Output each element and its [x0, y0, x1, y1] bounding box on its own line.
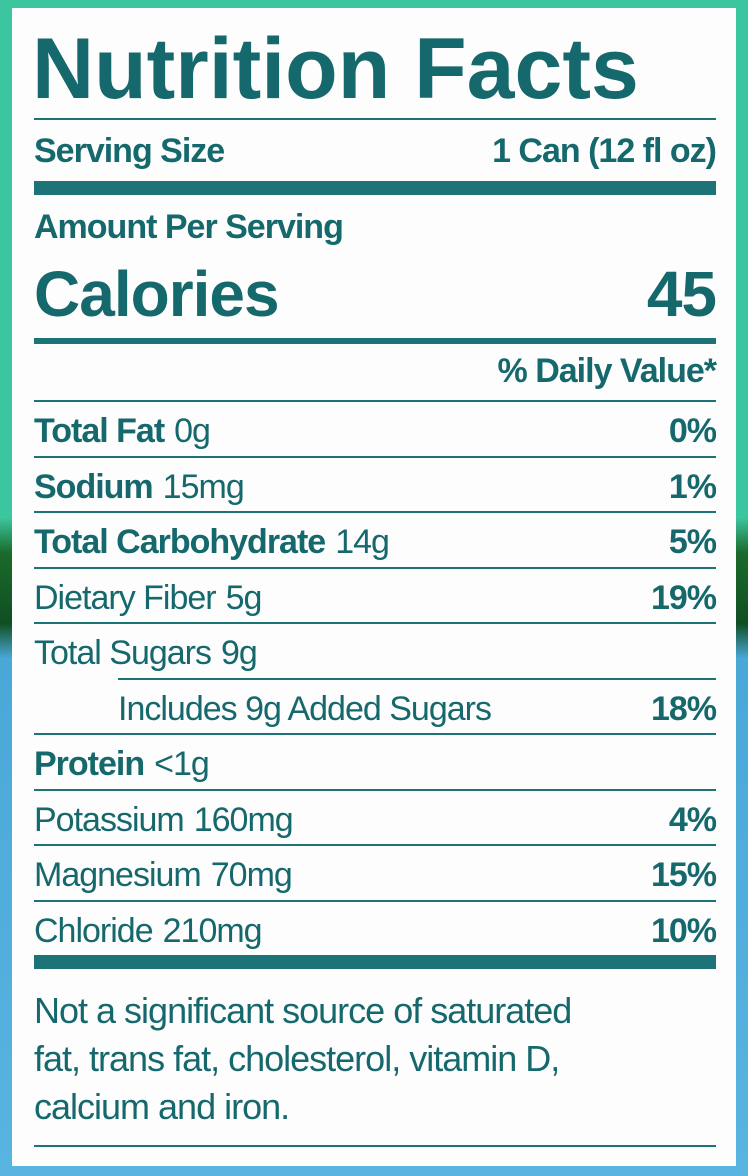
nutrient-amount: 160mg	[193, 800, 294, 839]
nutrient-name: Potassium 160mg	[34, 800, 294, 839]
rule	[34, 400, 716, 402]
nutrient-name: Chloride 210mg	[34, 911, 263, 950]
daily-value: 5%	[668, 523, 717, 561]
nutrient-name: Protein <1g	[34, 745, 210, 783]
rule	[34, 788, 716, 791]
nutrient-name: Total Sugars 9g	[34, 634, 258, 672]
nutrient-amount: 9g	[221, 634, 258, 672]
nutrient-name: Includes 9g Added Sugars	[118, 689, 492, 728]
calories-label: Calories	[34, 258, 280, 330]
nutrient-name: Dietary Fiber 5g	[34, 578, 263, 617]
footnote-line: calcium and iron.	[34, 1086, 290, 1127]
daily-value: 4%	[668, 800, 717, 839]
label-panel	[12, 8, 736, 1166]
nutrient-amount: 0g	[174, 412, 211, 450]
daily-value: 1%	[668, 467, 717, 506]
nutrient-amount: <1g	[154, 745, 210, 783]
rule	[34, 455, 716, 458]
nutrient-amount: 14g	[335, 523, 390, 561]
daily-value: 15%	[650, 856, 717, 894]
amount-per-serving: Amount Per Serving	[34, 208, 344, 246]
serving-label: Serving Size	[34, 132, 225, 170]
nutrient-amount: 15mg	[162, 467, 245, 506]
rule	[34, 118, 716, 120]
serving-value: 1 Can (12 fl oz)	[492, 132, 717, 170]
daily-value: 19%	[650, 578, 717, 617]
nutrient-name: Total Fat 0g	[34, 412, 211, 450]
rule	[34, 566, 716, 569]
footnote-line: fat, trans fat, cholesterol, vitamin D,	[34, 1038, 560, 1079]
rule	[34, 1145, 716, 1147]
rule	[34, 338, 716, 344]
rule	[34, 181, 716, 195]
nutrient-amount: 70mg	[210, 856, 293, 894]
nutrient-amount: 5g	[225, 578, 263, 617]
rule	[118, 677, 716, 680]
rule	[34, 511, 716, 513]
daily-value: 18%	[650, 689, 717, 728]
rule	[34, 733, 716, 735]
nutrient-amount: 210mg	[162, 911, 263, 950]
title: Nutrition Facts	[32, 21, 639, 117]
rule	[34, 844, 716, 846]
footnote-line: Not a significant source of saturated	[34, 990, 572, 1031]
rule	[34, 955, 716, 969]
nutrient-name: Total Carbohydrate 14g	[34, 523, 390, 561]
nutrient-name: Magnesium 70mg	[34, 856, 293, 894]
daily-value: 10%	[650, 911, 717, 950]
daily-value-header: % Daily Value*	[497, 352, 717, 390]
rule	[34, 899, 716, 902]
nutrient-name: Sodium 15mg	[34, 467, 245, 506]
calories-value: 45	[646, 258, 717, 330]
daily-value: 0%	[668, 412, 717, 450]
rule	[34, 622, 716, 624]
